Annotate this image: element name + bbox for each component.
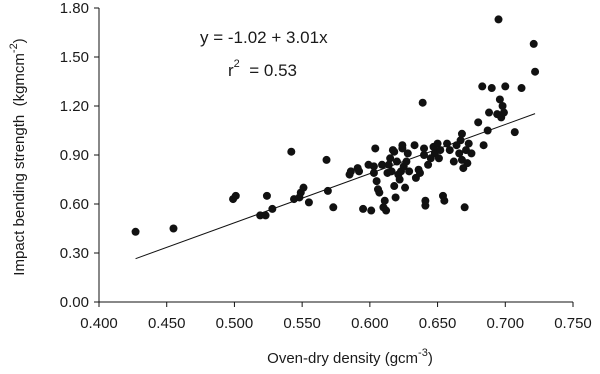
data-point	[346, 167, 355, 176]
data-point	[380, 196, 389, 205]
y-tick-label: 0.30	[60, 245, 89, 262]
y-tick-label: 0.60	[60, 196, 89, 213]
data-point	[355, 167, 364, 176]
data-point	[323, 186, 332, 195]
tick-labels: 0.400 0.450 0.500 0.550 0.600 0.650 0.700 0.750…	[60, 0, 592, 332]
data-point	[415, 168, 424, 177]
data-point	[378, 160, 387, 169]
data-point	[405, 167, 414, 176]
y-tick-label: 0.90	[60, 147, 89, 164]
data-point	[460, 203, 469, 212]
data-point	[487, 84, 496, 93]
data-point	[449, 157, 458, 166]
data-point	[322, 155, 331, 164]
data-point	[231, 191, 240, 200]
data-point	[261, 211, 270, 220]
data-point	[420, 151, 429, 159]
data-point	[443, 139, 452, 148]
x-tick-label: 0.450	[148, 315, 186, 332]
y-tick-label: 1.20	[60, 98, 89, 115]
data-point	[494, 15, 503, 24]
data-point	[262, 191, 271, 200]
data-point	[390, 182, 399, 191]
data-point	[369, 162, 378, 171]
data-point	[463, 159, 472, 168]
x-tick-label: 0.550	[283, 315, 321, 332]
data-point	[531, 67, 540, 76]
x-tick-label: 0.600	[351, 315, 389, 332]
data-point	[375, 188, 384, 197]
data-point	[387, 167, 396, 176]
data-point	[329, 203, 338, 212]
data-point	[485, 108, 494, 117]
x-tick-label: 0.650	[419, 315, 457, 332]
data-point	[495, 95, 504, 104]
data-point	[131, 227, 140, 236]
data-point	[391, 193, 400, 202]
data-point	[440, 196, 449, 205]
data-point	[372, 177, 381, 186]
data-point	[467, 149, 476, 158]
data-point	[403, 149, 412, 158]
data-point	[304, 198, 313, 207]
data-point	[457, 129, 466, 138]
data-point	[517, 84, 526, 93]
data-point	[268, 204, 277, 213]
data-point	[287, 147, 296, 156]
data-point	[445, 146, 454, 155]
x-axis-label: Oven-dry density (gcm-3)	[267, 347, 433, 367]
data-point	[395, 175, 404, 184]
data-point	[464, 139, 473, 148]
y-tick-label: 1.80	[60, 0, 89, 17]
data-point	[455, 149, 464, 158]
data-point	[369, 168, 378, 177]
data-point	[359, 204, 368, 213]
data-point	[398, 141, 407, 150]
trendline	[135, 113, 536, 260]
data-point	[421, 196, 430, 205]
data-point	[510, 128, 519, 137]
data-point	[501, 82, 510, 91]
data-point	[410, 141, 419, 150]
x-tick-label: 0.750	[554, 315, 592, 332]
data-point	[420, 144, 429, 153]
data-point	[390, 147, 399, 156]
data-point	[382, 206, 391, 215]
data-point	[299, 183, 308, 192]
y-tick-label: 1.50	[60, 49, 89, 66]
data-point	[498, 102, 507, 110]
data-point	[499, 108, 508, 117]
data-point	[169, 224, 178, 233]
x-tick-label: 0.400	[80, 315, 118, 332]
data-point	[401, 183, 410, 192]
data-point	[392, 157, 401, 166]
data-point	[478, 82, 487, 91]
axes	[94, 7, 574, 307]
data-point	[424, 160, 433, 169]
data-point	[371, 144, 380, 153]
r-squared-label: r2 = 0.53	[228, 58, 297, 80]
y-tick-label: 0.00	[60, 294, 89, 311]
data-point	[436, 146, 445, 155]
x-tick-label: 0.700	[487, 315, 525, 332]
data-point	[483, 126, 492, 135]
data-point	[418, 98, 427, 107]
data-point	[434, 154, 443, 163]
regression-equation: y = -1.02 + 3.01x	[200, 28, 328, 47]
y-axis-label: Impact bending strength (kgmcm-2)	[8, 38, 28, 275]
data-point	[456, 136, 465, 145]
trendline-group	[135, 113, 536, 260]
data-point	[384, 160, 393, 169]
data-points	[131, 15, 540, 236]
data-point	[529, 39, 538, 48]
x-tick-label: 0.500	[216, 315, 254, 332]
data-point	[402, 157, 411, 166]
data-point	[474, 118, 483, 127]
data-point	[386, 154, 395, 163]
data-point	[479, 141, 488, 150]
data-point	[367, 206, 376, 215]
data-point	[433, 139, 442, 148]
